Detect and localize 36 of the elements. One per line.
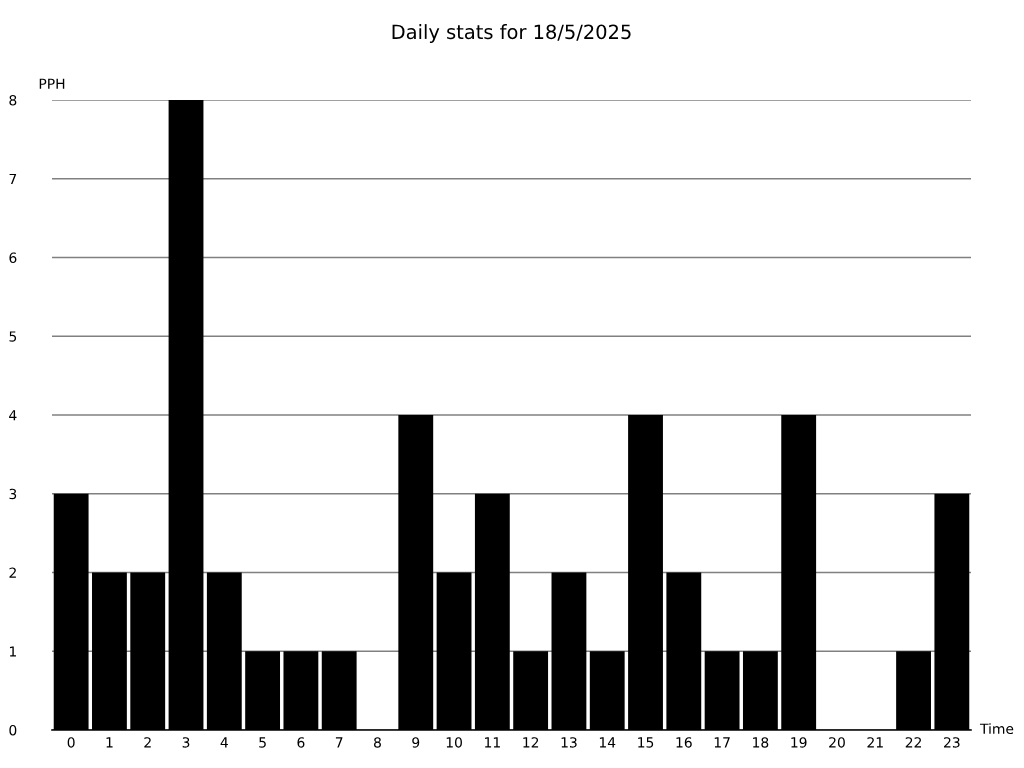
x-tick-label: 21 [867,737,883,748]
x-axis-title: Time [979,723,1014,735]
y-tick-label: 2 [9,567,16,578]
y-tick-label: 8 [9,94,17,106]
x-tick-label: 9 [412,737,420,748]
y-tick-label: 5 [9,331,17,342]
x-tick-label: 8 [374,737,381,748]
y-tick-label: 1 [9,646,16,657]
chart-title: Daily stats for 18/5/2025 [392,24,631,43]
x-tick-label: 12 [523,737,539,748]
x-tick-label: 20 [829,737,845,748]
x-tick-label: 7 [335,737,343,748]
y-tick-label: 6 [9,252,17,263]
x-tick-label: 18 [753,737,769,748]
x-tick-label: 22 [905,737,922,748]
x-tick-label: 4 [220,737,228,748]
x-tick-label: 11 [485,737,500,748]
x-tick-label: 5 [259,737,266,748]
x-tick-label: 23 [944,737,960,748]
y-tick-label: 0 [9,724,17,736]
x-tick-label: 13 [561,737,577,748]
x-tick-label: 16 [676,737,692,748]
x-tick-label: 0 [67,737,75,748]
x-tick-label: 17 [714,737,730,748]
x-tick-label: 10 [446,737,462,748]
y-tick-label: 4 [9,410,17,421]
y-tick-label: 7 [9,173,17,185]
x-tick-label: 15 [638,737,654,748]
x-tick-label: 3 [182,737,190,748]
x-tick-label: 19 [791,737,807,748]
x-tick-label: 1 [106,737,113,748]
x-tick-label: 14 [599,737,616,748]
y-tick-label: 3 [9,488,17,500]
x-tick-label: 2 [144,737,151,748]
y-axis-title: PPH [39,78,65,89]
x-tick-label: 6 [297,737,305,748]
